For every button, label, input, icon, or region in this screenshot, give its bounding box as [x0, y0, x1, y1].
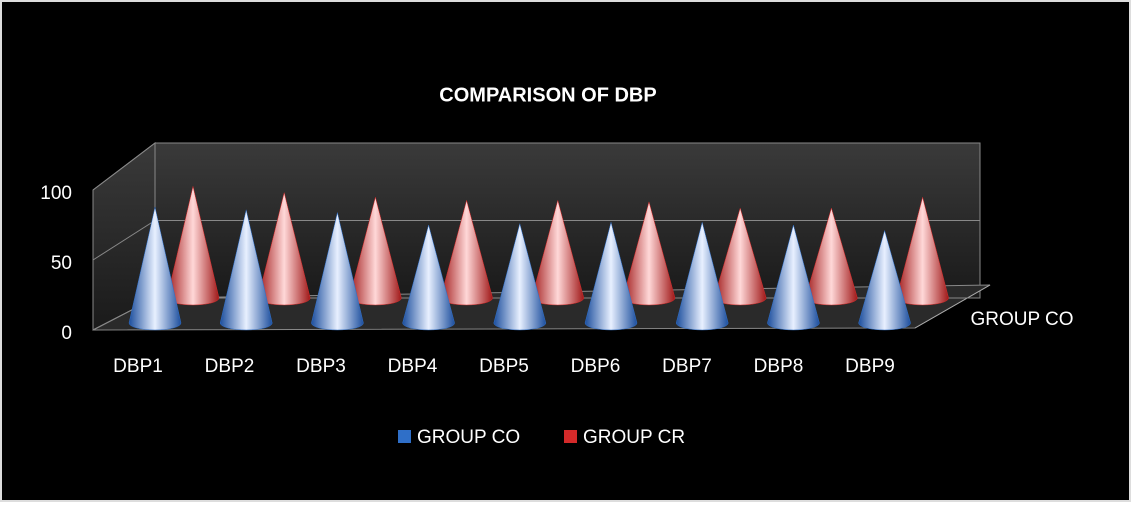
cone — [128, 207, 182, 331]
legend-swatch — [398, 430, 411, 443]
x-tick-label: DBP1 — [113, 356, 163, 377]
chart-title: COMPARISON OF DBP — [439, 84, 656, 106]
x-tick-label: DBP2 — [205, 356, 255, 377]
x-tick-label: DBP8 — [754, 356, 804, 377]
cone — [767, 224, 820, 331]
grid-line — [92, 142, 980, 191]
cone — [675, 222, 729, 331]
x-tick-label: DBP6 — [571, 356, 621, 377]
x-tick-label: DBP5 — [479, 356, 529, 377]
x-tick-label: DBP7 — [662, 356, 712, 377]
depth-label: GROUP CO — [970, 309, 1073, 330]
cone — [584, 222, 638, 331]
depth-axis — [914, 284, 991, 329]
cone — [402, 224, 455, 331]
x-tick-label: DBP9 — [845, 356, 895, 377]
y-tick-label: 0 — [61, 323, 72, 344]
legend-label: GROUP CO — [417, 427, 520, 448]
x-tick-label: DBP4 — [388, 356, 438, 377]
x-tick-label: DBP3 — [296, 356, 346, 377]
y-tick-label: 50 — [51, 253, 72, 274]
cone — [858, 229, 911, 331]
cone — [219, 209, 273, 331]
cone — [311, 212, 364, 331]
legend-label: GROUP CR — [583, 427, 685, 448]
cone — [493, 222, 547, 331]
legend-swatch — [564, 430, 577, 443]
y-tick-label: 100 — [40, 183, 72, 204]
